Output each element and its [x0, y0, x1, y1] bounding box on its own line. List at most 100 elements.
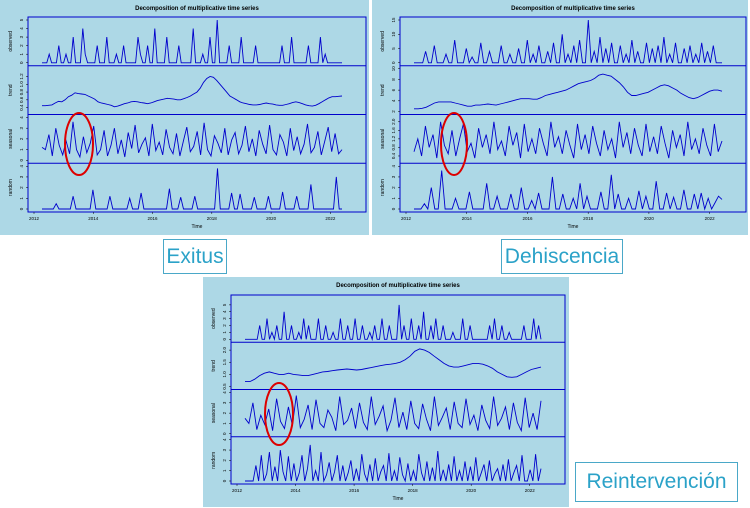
y-tick-label: 10 [391, 66, 396, 72]
panel-label-trend: trend [380, 84, 386, 96]
x-tick-label: 2016 [349, 488, 360, 493]
y-tick-label: 2 [222, 459, 227, 462]
x-axis-title: Time [568, 224, 579, 230]
chart-exitus-svg: Decomposition of multiplicative time ser… [8, 6, 367, 230]
panel-label-random: random [211, 452, 217, 469]
chart-reintervencion: Decomposition of multiplicative time ser… [203, 277, 569, 507]
chart-dehiscencia-svg: Decomposition of multiplicative time ser… [380, 6, 747, 230]
y-tick-label: 0 [19, 159, 24, 162]
label-dehiscencia: Dehiscencia [501, 239, 623, 274]
highlight-ellipse [64, 112, 94, 176]
x-axis-title: Time [192, 224, 203, 230]
y-tick-label: 10 [391, 31, 396, 37]
x-tick-label: 2016 [522, 216, 533, 221]
series-line-seasonal [244, 395, 542, 433]
x-tick-label: 2020 [644, 216, 655, 221]
y-tick-label: 1 [19, 52, 24, 55]
y-tick-label: 15 [391, 17, 396, 23]
y-tick-label: 3 [222, 448, 227, 451]
y-tick-label: 1.0 [222, 371, 227, 378]
y-tick-label: 8 [391, 78, 396, 81]
y-tick-label: 4 [222, 438, 227, 441]
y-tick-label: 2 [391, 110, 396, 113]
panel-label-seasonal: seasonal [380, 129, 386, 149]
y-tick-label: 4 [222, 310, 227, 313]
y-tick-label: 1.2 [391, 135, 396, 142]
x-tick-label: 2014 [291, 488, 302, 493]
series-line-observed [245, 304, 542, 342]
panel-observed: observed 0 5 10 15 [380, 17, 722, 65]
y-tick-label: 0.4 [391, 152, 396, 159]
panel-label-seasonal: seasonal [211, 403, 217, 423]
y-tick-label: 6 [391, 88, 396, 91]
panel-random: random 0 1 2 3 4 [380, 162, 746, 211]
y-tick-label: 0 [391, 61, 396, 64]
label-reintervencion: Reintervención [575, 462, 738, 502]
highlight-ellipse [440, 112, 468, 176]
y-tick-label: 2.0 [222, 346, 227, 353]
x-tick-label: 2016 [148, 216, 159, 221]
x-tick-label: 2020 [266, 216, 277, 221]
y-tick-label: 4 [222, 391, 227, 394]
y-tick-label: 0.6 [19, 96, 24, 103]
series-line-seasonal [41, 121, 343, 159]
x-tick-label: 2014 [88, 216, 99, 221]
x-tick-label: 2020 [466, 488, 477, 493]
x-tick-label: 2014 [462, 216, 473, 221]
series-line-trend [245, 348, 542, 383]
y-tick-label: 2 [19, 186, 24, 189]
series-line-trend [42, 76, 343, 108]
y-tick-label: 3 [19, 35, 24, 38]
panel-observed: observed 0 1 2 3 4 5 [8, 18, 342, 64]
series-line-random [414, 170, 723, 211]
panel-label-trend: trend [211, 360, 217, 372]
y-tick-label: 0 [19, 61, 24, 64]
y-tick-label: 1.0 [19, 81, 24, 88]
panel-random: random 0 1 2 3 4 [8, 162, 366, 210]
y-tick-label: 0.8 [19, 88, 24, 95]
y-tick-label: 5 [222, 303, 227, 306]
series-line-observed [414, 19, 722, 65]
y-tick-label: 1 [19, 148, 24, 151]
y-tick-label: 0 [391, 207, 396, 210]
chart-exitus: Decomposition of multiplicative time ser… [0, 0, 369, 235]
y-tick-label: 0 [222, 338, 227, 341]
x-tick-label: 2018 [583, 216, 594, 221]
y-tick-label: 4 [19, 116, 24, 119]
highlight-ellipse [264, 382, 294, 446]
y-tick-label: 3 [391, 175, 396, 178]
y-tick-label: 3 [222, 317, 227, 320]
y-tick-label: 1 [391, 197, 396, 200]
series-line-seasonal [413, 121, 723, 159]
x-tick-label: 2018 [408, 488, 419, 493]
y-tick-label: 4 [19, 27, 24, 30]
y-tick-label: 0 [222, 432, 227, 435]
x-tick-label: 2022 [325, 216, 336, 221]
y-tick-label: 2 [391, 186, 396, 189]
y-tick-label: 0.4 [19, 104, 24, 111]
y-tick-label: 2.0 [391, 118, 396, 125]
chart-title: Decomposition of multiplicative time ser… [135, 6, 259, 12]
panel-seasonal: seasonal 0.40.8 1.21.6 2.0 [380, 114, 746, 159]
panel-trend: trend 0.40.60.81.01.2 [8, 65, 366, 111]
label-exitus: Exitus [163, 239, 227, 274]
x-tick-label: 2012 [401, 216, 412, 221]
panel-label-random: random [8, 179, 14, 196]
y-tick-label: 0.8 [391, 144, 396, 151]
x-tick-label: 2022 [525, 488, 536, 493]
x-tick-label: 2012 [232, 488, 243, 493]
series-line-trend [414, 73, 723, 110]
chart-reintervencion-svg: Decomposition of multiplicative time ser… [211, 283, 566, 502]
y-tick-label: 0 [19, 207, 24, 210]
y-tick-label: 4 [391, 99, 396, 102]
y-tick-label: 0.5 [222, 383, 227, 390]
y-tick-label: 2 [19, 137, 24, 140]
x-tick-label: 2012 [29, 216, 40, 221]
panel-seasonal: seasonal 0 1 2 3 4 [8, 114, 366, 162]
x-tick-label: 2022 [705, 216, 716, 221]
series-line-random [42, 168, 342, 210]
y-tick-label: 3 [19, 126, 24, 129]
y-tick-label: 1.6 [391, 127, 396, 134]
y-tick-label: 4 [19, 165, 24, 168]
y-tick-label: 1 [222, 422, 227, 425]
